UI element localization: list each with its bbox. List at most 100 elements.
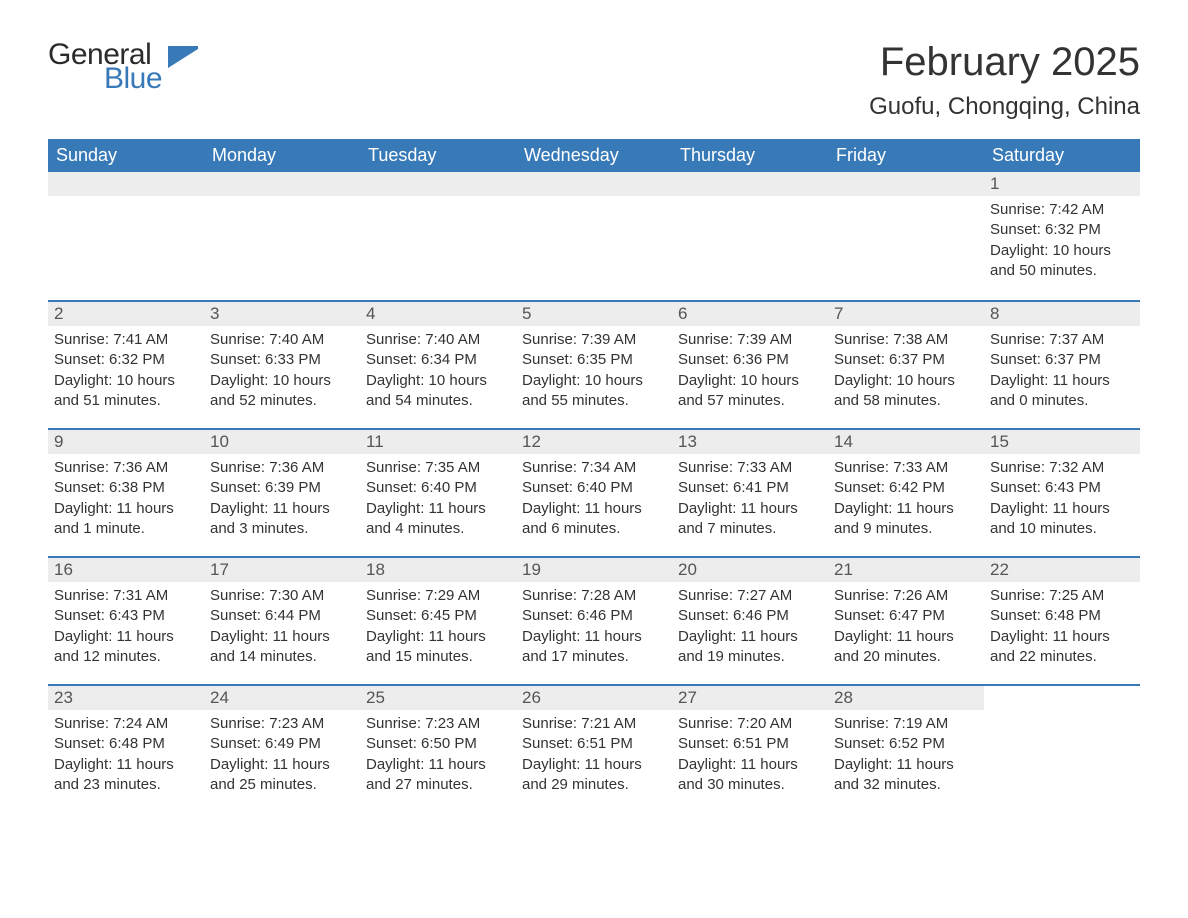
day-cell: [360, 172, 516, 300]
daylight-text: Daylight: 11 hours and 22 minutes.: [990, 627, 1134, 668]
brand-text: General Blue: [48, 40, 162, 94]
day-number: 17: [204, 558, 360, 582]
day-number: 26: [516, 686, 672, 710]
day-content: Sunrise: 7:23 AMSunset: 6:49 PMDaylight:…: [204, 710, 360, 809]
day-cell: 15Sunrise: 7:32 AMSunset: 6:43 PMDayligh…: [984, 430, 1140, 556]
flag-icon: [168, 46, 202, 72]
sunrise-text: Sunrise: 7:41 AM: [54, 330, 198, 350]
day-header: Thursday: [672, 139, 828, 172]
day-cell: 16Sunrise: 7:31 AMSunset: 6:43 PMDayligh…: [48, 558, 204, 684]
day-content: Sunrise: 7:28 AMSunset: 6:46 PMDaylight:…: [516, 582, 672, 681]
empty-day-bar: [828, 172, 984, 196]
sunrise-text: Sunrise: 7:23 AM: [366, 714, 510, 734]
sunset-text: Sunset: 6:36 PM: [678, 350, 822, 370]
sunrise-text: Sunrise: 7:35 AM: [366, 458, 510, 478]
day-number: 27: [672, 686, 828, 710]
daylight-text: Daylight: 11 hours and 10 minutes.: [990, 499, 1134, 540]
day-content: Sunrise: 7:20 AMSunset: 6:51 PMDaylight:…: [672, 710, 828, 809]
day-number: 6: [672, 302, 828, 326]
day-number: 5: [516, 302, 672, 326]
sunset-text: Sunset: 6:48 PM: [990, 606, 1134, 626]
brand-word2: Blue: [104, 64, 162, 94]
header: General Blue February 2025 Guofu, Chongq…: [48, 40, 1140, 121]
sunset-text: Sunset: 6:43 PM: [990, 478, 1134, 498]
sunrise-text: Sunrise: 7:34 AM: [522, 458, 666, 478]
sunset-text: Sunset: 6:43 PM: [54, 606, 198, 626]
empty-day-bar: [204, 172, 360, 196]
daylight-text: Daylight: 11 hours and 9 minutes.: [834, 499, 978, 540]
sunrise-text: Sunrise: 7:40 AM: [366, 330, 510, 350]
day-content: Sunrise: 7:26 AMSunset: 6:47 PMDaylight:…: [828, 582, 984, 681]
day-content: Sunrise: 7:27 AMSunset: 6:46 PMDaylight:…: [672, 582, 828, 681]
day-number: 10: [204, 430, 360, 454]
day-cell: 9Sunrise: 7:36 AMSunset: 6:38 PMDaylight…: [48, 430, 204, 556]
daylight-text: Daylight: 10 hours and 57 minutes.: [678, 371, 822, 412]
day-content: Sunrise: 7:25 AMSunset: 6:48 PMDaylight:…: [984, 582, 1140, 681]
day-content: Sunrise: 7:29 AMSunset: 6:45 PMDaylight:…: [360, 582, 516, 681]
daylight-text: Daylight: 11 hours and 14 minutes.: [210, 627, 354, 668]
day-header-row: SundayMondayTuesdayWednesdayThursdayFrid…: [48, 139, 1140, 172]
weeks-container: 1Sunrise: 7:42 AMSunset: 6:32 PMDaylight…: [48, 172, 1140, 812]
day-header: Tuesday: [360, 139, 516, 172]
daylight-text: Daylight: 11 hours and 25 minutes.: [210, 755, 354, 796]
day-cell: 13Sunrise: 7:33 AMSunset: 6:41 PMDayligh…: [672, 430, 828, 556]
week-row: 2Sunrise: 7:41 AMSunset: 6:32 PMDaylight…: [48, 300, 1140, 428]
sunset-text: Sunset: 6:46 PM: [678, 606, 822, 626]
day-number: 9: [48, 430, 204, 454]
day-content: Sunrise: 7:42 AMSunset: 6:32 PMDaylight:…: [984, 196, 1140, 295]
day-cell: 17Sunrise: 7:30 AMSunset: 6:44 PMDayligh…: [204, 558, 360, 684]
day-cell: 3Sunrise: 7:40 AMSunset: 6:33 PMDaylight…: [204, 302, 360, 428]
day-cell: 21Sunrise: 7:26 AMSunset: 6:47 PMDayligh…: [828, 558, 984, 684]
day-content: Sunrise: 7:33 AMSunset: 6:42 PMDaylight:…: [828, 454, 984, 553]
day-cell: 12Sunrise: 7:34 AMSunset: 6:40 PMDayligh…: [516, 430, 672, 556]
day-cell: [48, 172, 204, 300]
daylight-text: Daylight: 11 hours and 3 minutes.: [210, 499, 354, 540]
day-header: Sunday: [48, 139, 204, 172]
day-cell: 19Sunrise: 7:28 AMSunset: 6:46 PMDayligh…: [516, 558, 672, 684]
day-content: Sunrise: 7:37 AMSunset: 6:37 PMDaylight:…: [984, 326, 1140, 425]
day-content: Sunrise: 7:39 AMSunset: 6:35 PMDaylight:…: [516, 326, 672, 425]
day-cell: [984, 686, 1140, 812]
day-number: 13: [672, 430, 828, 454]
empty-day-bar: [516, 172, 672, 196]
day-content: Sunrise: 7:19 AMSunset: 6:52 PMDaylight:…: [828, 710, 984, 809]
day-content: Sunrise: 7:39 AMSunset: 6:36 PMDaylight:…: [672, 326, 828, 425]
day-cell: 28Sunrise: 7:19 AMSunset: 6:52 PMDayligh…: [828, 686, 984, 812]
day-number: 25: [360, 686, 516, 710]
day-number: 21: [828, 558, 984, 582]
sunset-text: Sunset: 6:37 PM: [834, 350, 978, 370]
sunrise-text: Sunrise: 7:26 AM: [834, 586, 978, 606]
day-content: Sunrise: 7:32 AMSunset: 6:43 PMDaylight:…: [984, 454, 1140, 553]
daylight-text: Daylight: 11 hours and 27 minutes.: [366, 755, 510, 796]
day-header: Saturday: [984, 139, 1140, 172]
day-cell: 6Sunrise: 7:39 AMSunset: 6:36 PMDaylight…: [672, 302, 828, 428]
sunset-text: Sunset: 6:32 PM: [990, 220, 1134, 240]
daylight-text: Daylight: 11 hours and 29 minutes.: [522, 755, 666, 796]
day-number: 19: [516, 558, 672, 582]
day-number: 8: [984, 302, 1140, 326]
day-cell: 7Sunrise: 7:38 AMSunset: 6:37 PMDaylight…: [828, 302, 984, 428]
sunrise-text: Sunrise: 7:39 AM: [678, 330, 822, 350]
sunrise-text: Sunrise: 7:36 AM: [210, 458, 354, 478]
daylight-text: Daylight: 11 hours and 17 minutes.: [522, 627, 666, 668]
sunset-text: Sunset: 6:40 PM: [522, 478, 666, 498]
day-number: 2: [48, 302, 204, 326]
sunrise-text: Sunrise: 7:42 AM: [990, 200, 1134, 220]
sunset-text: Sunset: 6:35 PM: [522, 350, 666, 370]
day-cell: 10Sunrise: 7:36 AMSunset: 6:39 PMDayligh…: [204, 430, 360, 556]
week-row: 23Sunrise: 7:24 AMSunset: 6:48 PMDayligh…: [48, 684, 1140, 812]
sunrise-text: Sunrise: 7:37 AM: [990, 330, 1134, 350]
day-number: 11: [360, 430, 516, 454]
day-cell: [672, 172, 828, 300]
day-number: 4: [360, 302, 516, 326]
day-cell: 24Sunrise: 7:23 AMSunset: 6:49 PMDayligh…: [204, 686, 360, 812]
sunrise-text: Sunrise: 7:30 AM: [210, 586, 354, 606]
day-cell: 27Sunrise: 7:20 AMSunset: 6:51 PMDayligh…: [672, 686, 828, 812]
day-content: Sunrise: 7:24 AMSunset: 6:48 PMDaylight:…: [48, 710, 204, 809]
day-content: Sunrise: 7:23 AMSunset: 6:50 PMDaylight:…: [360, 710, 516, 809]
day-number: 24: [204, 686, 360, 710]
daylight-text: Daylight: 11 hours and 32 minutes.: [834, 755, 978, 796]
empty-day-bar: [672, 172, 828, 196]
day-content: Sunrise: 7:41 AMSunset: 6:32 PMDaylight:…: [48, 326, 204, 425]
calendar: SundayMondayTuesdayWednesdayThursdayFrid…: [48, 139, 1140, 812]
